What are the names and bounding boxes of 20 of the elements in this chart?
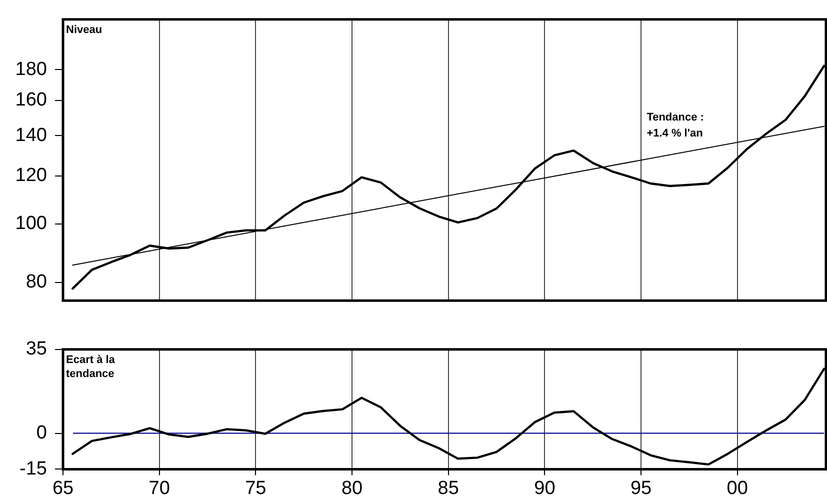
y-tick-label: 180 [15, 58, 47, 80]
x-tick-label: 70 [148, 478, 170, 499]
annotation: Tendance : +1.4 % l'an [646, 112, 704, 140]
y-tick-label: 35 [26, 338, 47, 360]
y-tick-label: 140 [15, 124, 47, 146]
x-tick-label: 75 [245, 478, 266, 499]
y-tick-label: 160 [15, 90, 47, 111]
y-tick-label: 0 [36, 422, 47, 444]
x-tick-label: 65 [52, 478, 74, 499]
x-tick-label: 95 [630, 478, 652, 499]
x-tick-label: 90 [534, 478, 556, 499]
y-tick-label: 80 [26, 272, 47, 293]
y-axis-title: Ecart à la tendance [66, 354, 116, 380]
x-tick-label: 00 [726, 478, 748, 499]
x-tick-label: 80 [341, 478, 363, 499]
x-tick-label: 85 [438, 478, 459, 499]
y-axis-title: Niveau [66, 24, 102, 36]
y-tick-label: 120 [15, 165, 47, 186]
y-tick-label: -15 [20, 458, 47, 480]
y-tick-label: 100 [15, 212, 47, 234]
